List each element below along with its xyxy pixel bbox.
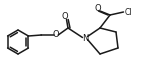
Text: O: O [62, 12, 68, 20]
Text: O: O [95, 4, 101, 12]
Text: Cl: Cl [124, 8, 132, 16]
Text: N: N [82, 34, 88, 42]
Text: O: O [53, 30, 59, 38]
